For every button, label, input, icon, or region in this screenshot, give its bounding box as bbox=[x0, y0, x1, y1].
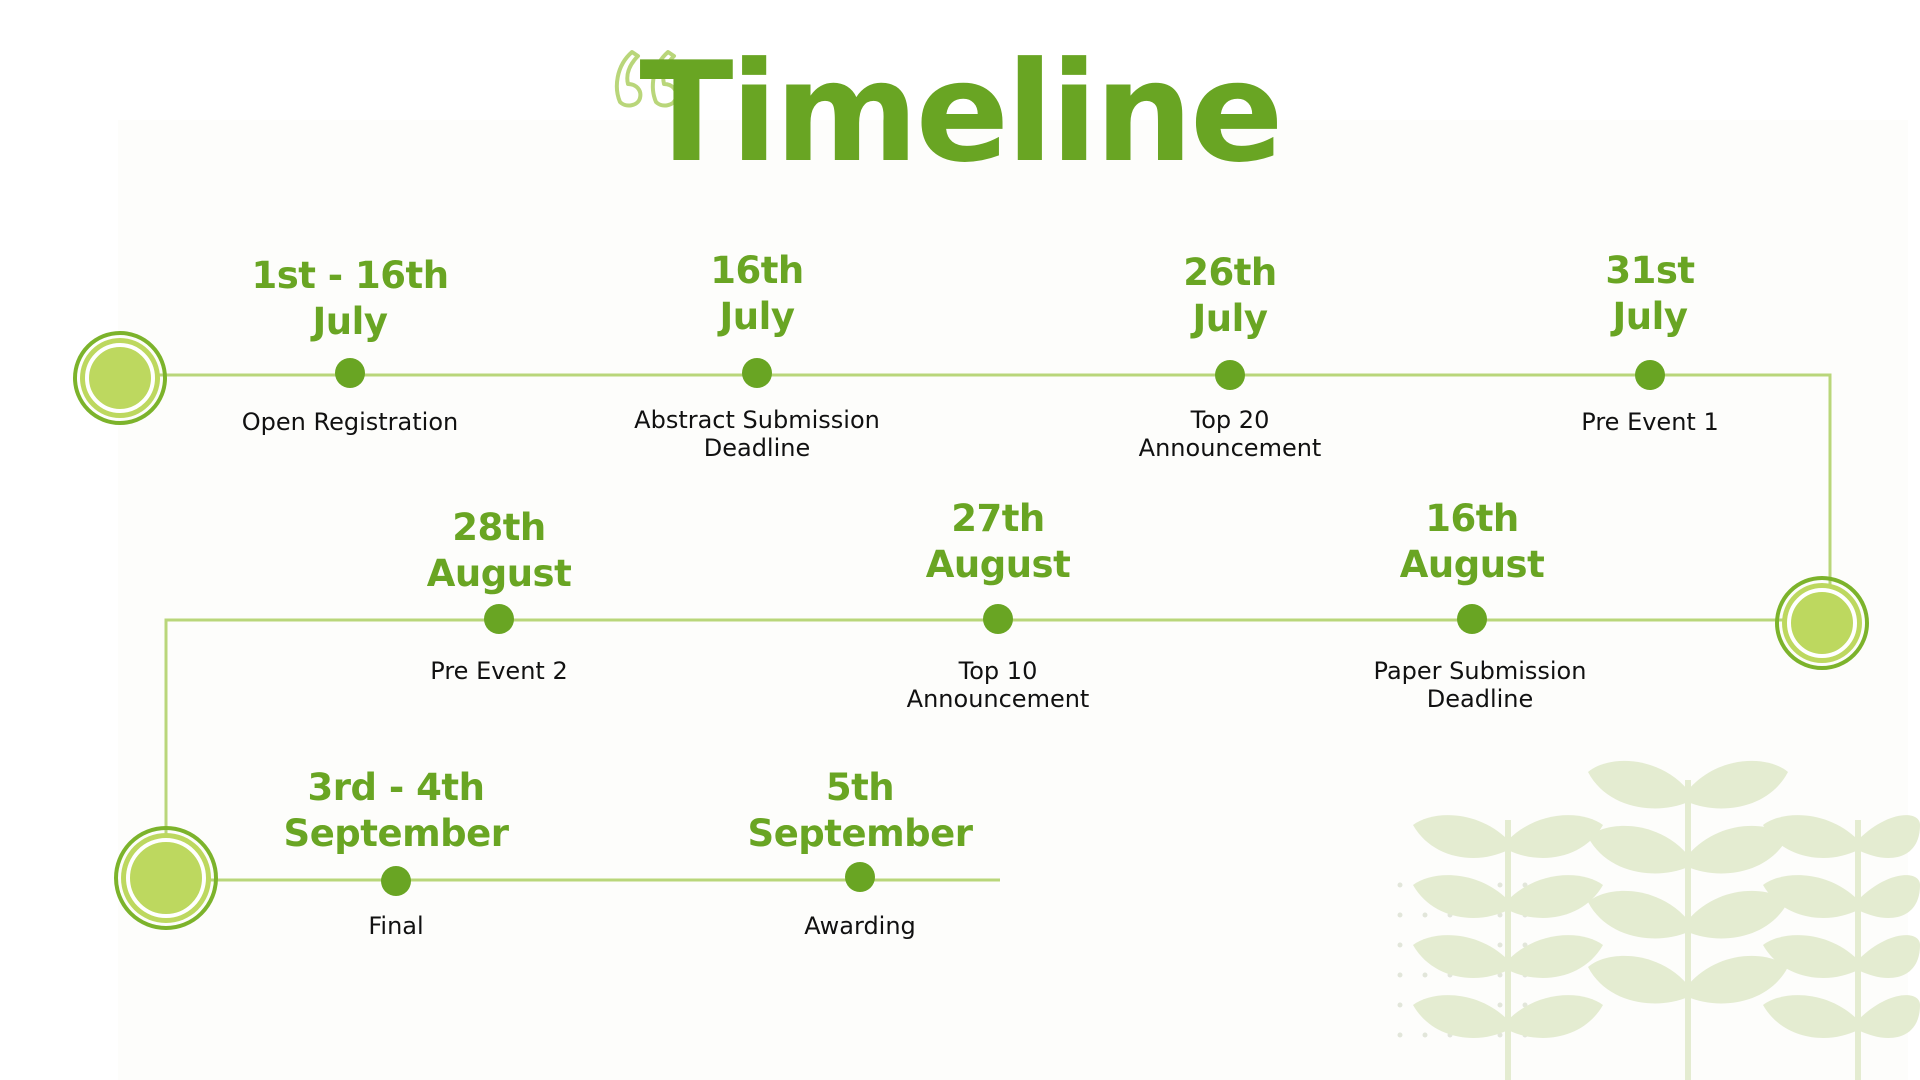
event-date: 28th August bbox=[426, 506, 572, 595]
event-dot bbox=[1635, 360, 1665, 390]
event-label: Pre Event 1 bbox=[1581, 408, 1719, 436]
event-label: Awarding bbox=[804, 912, 916, 940]
event-dot bbox=[845, 862, 875, 892]
event-label: Top 10 Announcement bbox=[906, 657, 1090, 713]
event-date: 26th July bbox=[1183, 251, 1277, 340]
page-title: Timeline bbox=[639, 32, 1283, 193]
event-date: 31st July bbox=[1605, 249, 1695, 338]
event-date: 27th August bbox=[925, 497, 1071, 586]
event-dot bbox=[1215, 360, 1245, 390]
event-date: 16th August bbox=[1399, 497, 1545, 586]
event-date: 16th July bbox=[710, 249, 804, 338]
event-label: Top 20 Announcement bbox=[1138, 406, 1322, 462]
event-dot bbox=[381, 866, 411, 896]
event-label: Open Registration bbox=[241, 408, 459, 436]
event-dot bbox=[983, 604, 1013, 634]
event-date: 3rd - 4th September bbox=[283, 766, 509, 855]
event-label: Abstract Submission Deadline bbox=[634, 406, 880, 462]
event-label: Pre Event 2 bbox=[430, 657, 568, 685]
timeline-turn-node bbox=[1775, 576, 1869, 670]
plant-leaf-icon bbox=[1763, 815, 1920, 1080]
event-dot bbox=[484, 604, 514, 634]
event-label: Paper Submission Deadline bbox=[1373, 657, 1587, 713]
event-label: Final bbox=[368, 912, 424, 940]
event-dot bbox=[1457, 604, 1487, 634]
event-dot bbox=[335, 358, 365, 388]
timeline-turn-node bbox=[114, 826, 218, 930]
event-dot bbox=[742, 358, 772, 388]
plant-leaf-icon bbox=[1413, 815, 1603, 1080]
plant-leaf-icon bbox=[1588, 760, 1788, 1080]
event-date: 5th September bbox=[747, 766, 973, 855]
quote-mark-icon bbox=[614, 50, 679, 108]
event-date: 1st - 16th July bbox=[251, 254, 449, 343]
timeline-start-node bbox=[73, 331, 167, 425]
